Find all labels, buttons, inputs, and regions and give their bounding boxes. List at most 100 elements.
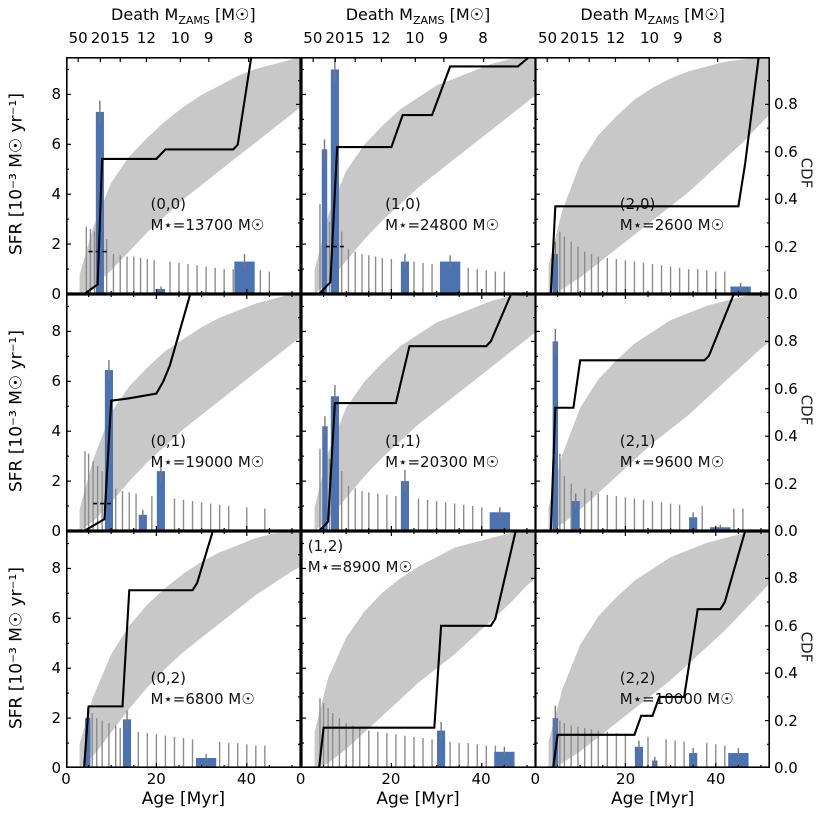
panel-0-0-annotation: (0,0) M⋆=13700 M☉ [150,194,264,236]
y-tick-label: 4 [51,422,61,441]
y-tick-label: 2 [51,235,61,254]
top-tick-label: 20 [90,29,110,47]
panel-0-0-plot [66,57,301,294]
top-axis-title-sub: ZAMS [412,14,445,28]
panel-1-0: (1,0) M⋆=24800 M☉ [300,57,536,294]
y-axis-title-cdf: CDF [797,631,816,663]
panel-0-1: (0,1) M⋆=19000 M☉ [66,294,301,531]
y-tick-label: 8 [51,85,61,104]
top-tick-label: 12 [136,29,156,47]
panel-1-2-plot [300,531,536,768]
x-tick-label: 20 [616,770,636,788]
cdf-tick-label: 0.2 [774,711,798,730]
x-tick-label: 0 [530,770,541,788]
top-axis-title-text: Death M [345,5,413,24]
panel-2-1: (2,1) M⋆=9600 M☉ [535,294,771,531]
cdf-tick-label: 0.0 [774,759,798,777]
top-tick-label: 10 [639,29,660,47]
panel-2-0: (2,0) M⋆=2600 M☉ [535,57,771,294]
panel-mass-label: M⋆=19000 M☉ [150,453,265,472]
top-axis-title: Death MZAMS [M☉] [66,5,301,27]
top-tick-label: 15 [110,29,130,47]
y-tick-label: 6 [51,135,61,154]
top-tick-label: 9 [438,29,449,47]
cdf-tick-label: 0.2 [774,237,798,256]
top-axis-title: Death MZAMS [M☉] [535,5,770,27]
panel-1-2-annotation: (1,2) M⋆=8900 M☉ [308,536,412,578]
cdf-tick-label: 0.8 [774,332,798,351]
cdf-tick-label: 0.0 [774,522,798,540]
top-tick-label: 15 [345,29,365,47]
panel-1-1-plot [300,294,536,531]
cdf-tick-label: 0.0 [774,285,798,303]
top-axis-title-unit: [M☉] [444,5,491,24]
y-tick-label: 6 [51,609,61,628]
panel-mass-label: M⋆=20300 M☉ [385,453,499,472]
cdf-tick-label: 0.6 [774,142,798,161]
x-axis-title: Age [Myr] [141,789,225,809]
cdf-tick-label: 0.6 [774,616,798,635]
panel-mass-label: M⋆=2600 M☉ [619,216,725,235]
y-tick-label: 0 [51,285,61,303]
panel-0-1-annotation: (0,1) M⋆=19000 M☉ [150,431,264,473]
y-axis-title-sfr: SFR [10⁻³ M☉ yr⁻¹] [6,566,27,730]
y-tick-label: 0 [51,759,61,777]
cdf-tick-label: 0.6 [774,379,798,398]
y-tick-label: 6 [51,372,61,391]
top-axis-title-sub: ZAMS [178,14,210,28]
panel-coord-label: (2,0) [619,195,656,214]
y-tick-label: 2 [51,472,61,491]
top-tick-label: 10 [170,29,190,47]
x-tick-label: 20 [381,770,401,788]
panel-0-2: (0,2) M⋆=6800 M☉ [66,531,301,768]
top-axis-title-unit: [M☉] [209,5,256,24]
panel-2-0-annotation: (2,0) M⋆=2600 M☉ [620,194,724,236]
top-tick-label: 20 [560,29,580,47]
x-axis-title: Age [Myr] [611,789,695,809]
y-axis-title-cdf: CDF [797,394,816,426]
top-axis-title-text: Death M [111,5,179,24]
panel-2-2: (2,2) M⋆=10000 M☉ [535,531,771,768]
cdf-tick-label: 0.8 [774,95,798,114]
x-tick-label: 0 [295,770,306,788]
panel-0-0: (0,0) M⋆=13700 M☉ [66,57,301,294]
cdf-tick-label: 0.2 [774,474,798,493]
y-axis-title-sfr: SFR [10⁻³ M☉ yr⁻¹] [6,92,27,256]
top-tick-label: 12 [371,29,391,47]
x-tick-label: 0 [61,770,71,788]
top-tick-label: 12 [606,29,626,47]
panel-mass-label: M⋆=13700 M☉ [150,216,265,235]
panel-2-1-annotation: (2,1) M⋆=9600 M☉ [620,431,724,473]
x-tick-label: 20 [146,770,166,788]
top-tick-label: 50 [303,29,323,47]
panel-coord-label: (0,1) [150,432,187,451]
top-tick-label: 8 [478,29,488,47]
panel-1-1-annotation: (1,1) M⋆=20300 M☉ [385,431,499,473]
panel-0-2-annotation: (0,2) M⋆=6800 M☉ [150,668,254,710]
panel-coord-label: (2,1) [619,432,656,451]
y-tick-label: 8 [51,322,61,341]
panel-coord-label: (0,2) [150,669,187,688]
panel-mass-label: M⋆=24800 M☉ [385,216,499,235]
panel-0-1-plot [66,294,301,531]
panel-2-0-plot [535,57,771,294]
panel-mass-label: M⋆=9600 M☉ [619,453,725,472]
panel-coord-label: (1,0) [385,195,421,214]
panel-1-2: (1,2) M⋆=8900 M☉ [300,531,536,768]
panel-2-2-annotation: (2,2) M⋆=10000 M☉ [620,668,734,710]
y-tick-label: 8 [51,559,61,578]
y-tick-label: 0 [51,522,61,540]
panel-coord-label: (0,0) [150,195,187,214]
panel-2-2-plot [535,531,771,768]
top-tick-label: 20 [325,29,345,47]
panel-coord-label: (2,2) [619,669,656,688]
cdf-tick-label: 0.4 [774,427,798,446]
y-axis-title-sfr: SFR [10⁻³ M☉ yr⁻¹] [6,329,27,493]
y-axis-title-cdf: CDF [797,157,816,189]
top-tick-label: 8 [712,29,723,47]
panel-1-0-annotation: (1,0) M⋆=24800 M☉ [385,194,499,236]
y-tick-label: 4 [51,185,61,204]
top-tick-label: 9 [673,29,683,47]
cdf-tick-label: 0.4 [774,190,798,209]
